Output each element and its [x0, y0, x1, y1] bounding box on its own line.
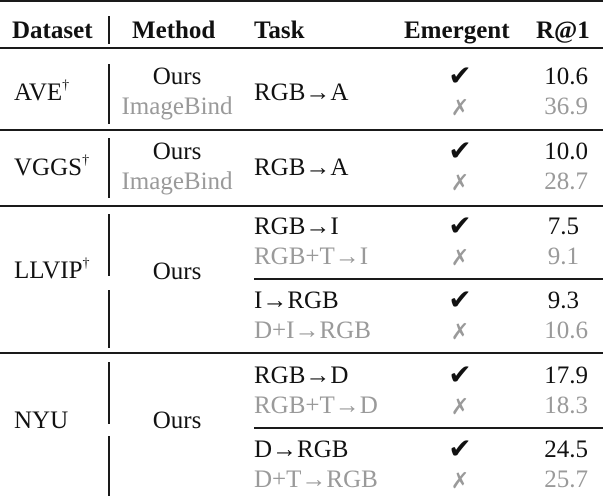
check-icon: ✔ [448, 360, 472, 391]
cross-icon: ✗ [450, 95, 470, 120]
r1-value: 24.5 [544, 436, 588, 463]
header-emergent: Emergent [404, 17, 510, 44]
r1-value: 10.6 [544, 317, 588, 344]
check-icon: ✔ [448, 136, 472, 167]
header-task: Task [254, 17, 305, 44]
task-cell: RGB+T→D [254, 392, 378, 419]
r1-value: 9.1 [547, 243, 579, 270]
dataset-vggs: VGGS† [14, 152, 90, 181]
group-rule [0, 205, 603, 207]
dagger-mark: † [82, 152, 90, 168]
r1-value: 25.7 [544, 466, 588, 493]
r1-value: 7.5 [547, 213, 579, 240]
cross-icon: ✗ [450, 319, 470, 344]
header-dataset: Dataset [12, 17, 93, 44]
group-rule [0, 129, 603, 131]
task-cell: D→RGB [254, 436, 349, 463]
vggs-divider [108, 138, 110, 198]
dataset-nyu: NYU [14, 407, 69, 434]
method-imagebind: ImageBind [121, 168, 233, 195]
task-cell: D+I→RGB [254, 317, 371, 344]
cross-icon: ✗ [450, 170, 470, 195]
task-cell: RGB→I [254, 213, 339, 240]
check-icon: ✔ [448, 211, 472, 242]
dagger-mark: † [62, 77, 70, 93]
llvip-divider-bottom [108, 290, 110, 348]
r1-value: 17.9 [544, 362, 588, 389]
method-imagebind: ImageBind [121, 93, 233, 120]
header-divider [108, 16, 110, 44]
check-icon: ✔ [448, 434, 472, 465]
nyu-divider-top [108, 362, 110, 424]
sub-rule [254, 278, 603, 280]
task-cell: RGB→A [254, 79, 349, 106]
r1-value: 28.7 [544, 168, 588, 195]
task-cell: I→RGB [254, 287, 339, 314]
method-ours: Ours [152, 258, 202, 285]
cross-icon: ✗ [450, 468, 470, 493]
dagger-mark: † [82, 255, 90, 271]
method-ours: Ours [152, 138, 202, 165]
task-cell: RGB+T→I [254, 243, 369, 270]
r1-value: 10.0 [544, 138, 588, 165]
r1-value: 36.9 [544, 93, 588, 120]
r1-value: 10.6 [544, 63, 588, 90]
task-cell: RGB→A [254, 154, 349, 181]
header-rule [0, 47, 603, 49]
r1-value: 18.3 [544, 392, 588, 419]
check-icon: ✔ [448, 61, 472, 92]
llvip-divider-top [108, 214, 110, 276]
check-icon: ✔ [448, 285, 472, 316]
cross-icon: ✗ [450, 245, 470, 270]
sub-rule [254, 427, 603, 429]
task-cell: RGB→D [254, 362, 349, 389]
r1-value: 9.3 [547, 287, 579, 314]
nyu-divider-bottom [108, 436, 110, 496]
header-method: Method [132, 17, 216, 44]
top-rule [0, 0, 603, 2]
header-recall: R@1 [536, 17, 590, 44]
dataset-llvip: LLVIP† [14, 255, 90, 284]
cross-icon: ✗ [450, 394, 470, 419]
method-ours: Ours [152, 63, 202, 90]
task-cell: D+T→RGB [254, 466, 378, 493]
ave-divider [108, 64, 110, 124]
method-ours: Ours [152, 407, 202, 434]
group-rule [0, 352, 603, 354]
dataset-ave: AVE† [14, 77, 70, 106]
